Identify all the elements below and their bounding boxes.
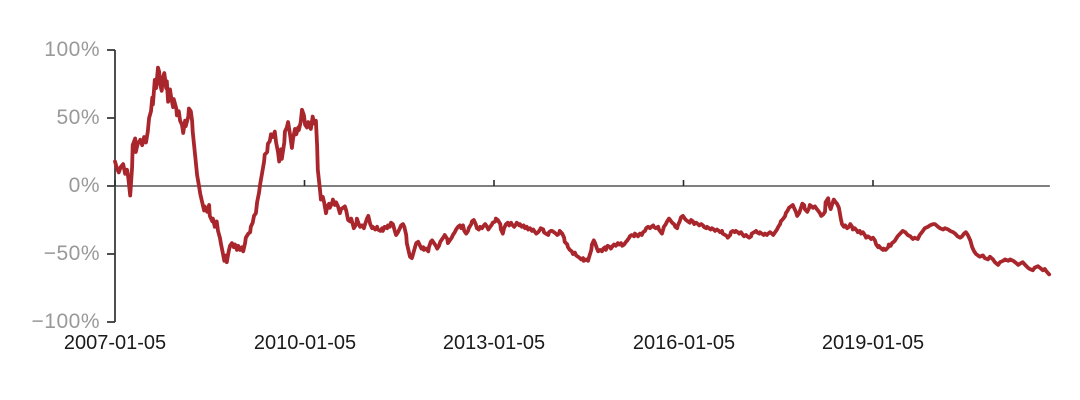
series-line — [113, 65, 1052, 277]
x-tick-label: 2013-01-05 — [442, 332, 546, 354]
x-tick-label: 2007-01-05 — [63, 332, 167, 354]
y-tick-label: −50% — [43, 242, 100, 265]
x-tick-label: 2010-01-05 — [253, 332, 357, 354]
y-tick-label: 50% — [56, 106, 100, 129]
y-tick-label: 0% — [68, 174, 100, 197]
x-tick-label: 2019-01-05 — [821, 332, 925, 354]
y-tick-label: 100% — [44, 38, 100, 61]
x-tick-label: 2016-01-05 — [632, 332, 736, 354]
y-tick-label: −100% — [31, 310, 100, 333]
